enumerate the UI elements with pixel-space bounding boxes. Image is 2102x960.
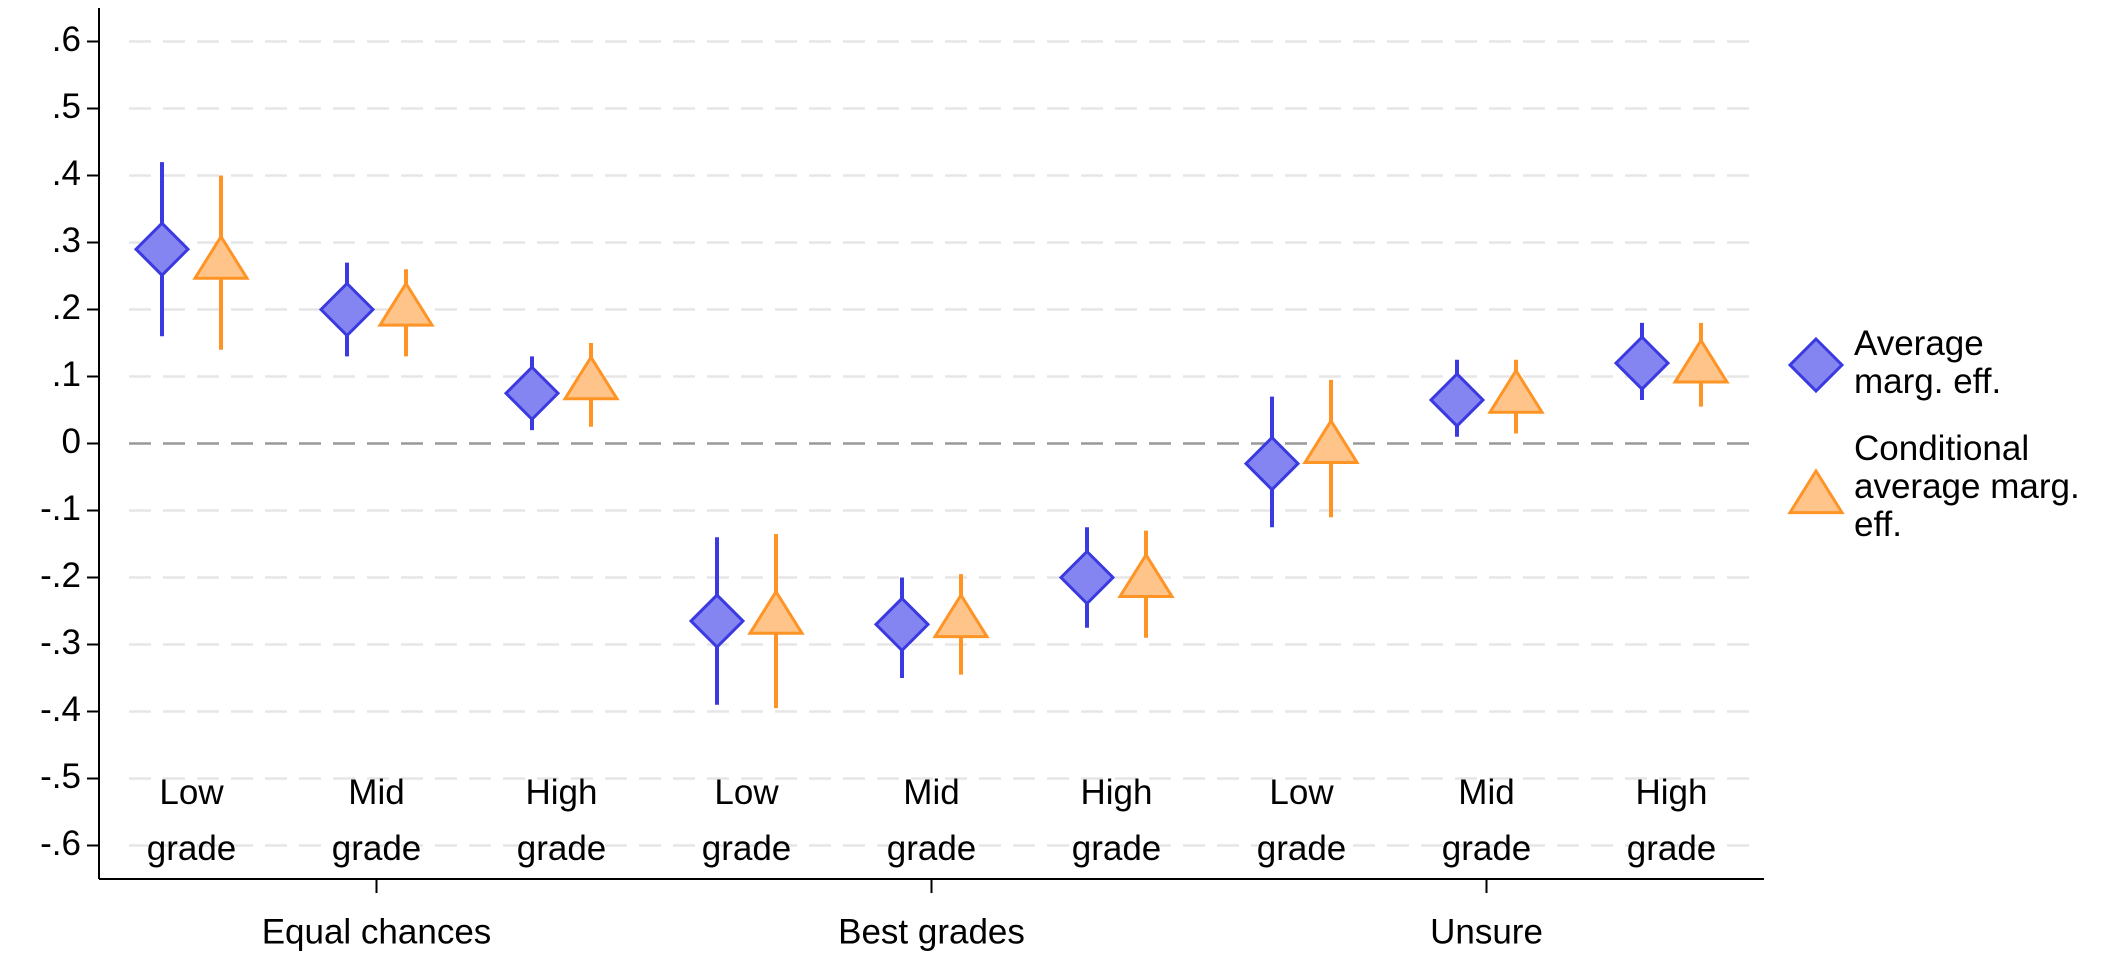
y-tick-label: -.5: [40, 757, 81, 796]
point: [747, 588, 805, 635]
y-tick-label: -.4: [40, 690, 81, 729]
y-tick-label: .5: [52, 87, 81, 126]
point: [318, 281, 376, 338]
x-tick-label: Mid grade: [1441, 773, 1532, 868]
y-tick-label: 0: [62, 422, 81, 461]
point: [932, 592, 990, 639]
legend-marker: [1787, 336, 1845, 394]
x-tick-label: Low grade: [701, 773, 792, 868]
point: [133, 221, 191, 278]
point: [503, 365, 561, 422]
group-label: Unsure: [1430, 912, 1543, 951]
point: [1117, 552, 1175, 598]
y-tick-label: .1: [52, 355, 81, 394]
y-tick-label: -.1: [40, 489, 81, 528]
x-tick-label: High grade: [1071, 773, 1162, 868]
legend-label: Conditional average marg. eff.: [1854, 429, 2080, 544]
point: [1243, 435, 1301, 492]
y-tick-label: .2: [52, 288, 81, 327]
legend-marker: [1787, 468, 1845, 515]
x-tick-label: High grade: [1626, 773, 1717, 868]
point: [1302, 418, 1360, 464]
y-tick-label: -.2: [40, 556, 81, 595]
y-tick-label: -.3: [40, 623, 81, 662]
group-label: Equal chances: [262, 912, 492, 951]
point: [192, 233, 250, 280]
x-tick-label: Mid grade: [886, 773, 977, 868]
point: [873, 596, 931, 653]
y-tick-label: .4: [52, 154, 81, 193]
x-tick-label: Low grade: [1256, 773, 1347, 868]
point: [1613, 334, 1671, 392]
point: [688, 592, 746, 650]
point: [377, 280, 435, 327]
point: [1428, 371, 1486, 429]
group-label: Best grades: [838, 912, 1025, 951]
point: [1672, 337, 1730, 384]
point: [1058, 549, 1116, 606]
x-tick-label: High grade: [516, 773, 607, 868]
x-tick-label: Mid grade: [331, 773, 422, 868]
x-tick-label: Low grade: [146, 773, 237, 868]
point: [1487, 367, 1545, 414]
y-tick-label: -.6: [40, 824, 81, 863]
y-tick-label: .6: [52, 20, 81, 59]
legend-label: Average marg. eff.: [1854, 324, 2002, 401]
y-tick-label: .3: [52, 221, 81, 260]
point: [562, 354, 620, 401]
